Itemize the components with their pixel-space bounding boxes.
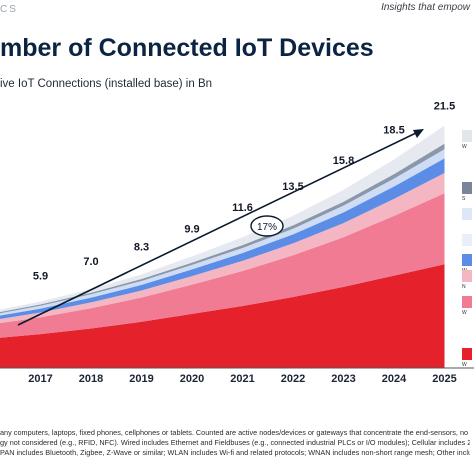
area-series-2 bbox=[0, 193, 445, 338]
company-logo-text: CS bbox=[0, 4, 18, 15]
cagr-arrow: 17% bbox=[17, 129, 424, 326]
total-value-label: 9.9 bbox=[184, 223, 199, 235]
cagr-arrowhead bbox=[413, 129, 424, 138]
legend-swatch bbox=[462, 270, 472, 282]
legend-label: W bbox=[462, 310, 467, 316]
footnote-line-3: PAN includes Bluetooth, Zigbee, Z-Wave o… bbox=[0, 448, 470, 458]
cagr-label: 17% bbox=[257, 222, 277, 233]
total-value-label: 15.8 bbox=[333, 155, 354, 167]
total-value-label: 5.9 bbox=[33, 270, 48, 282]
x-tick-label: 2018 bbox=[79, 373, 103, 385]
total-value-label: 7.0 bbox=[83, 256, 98, 268]
footnote-line-2: gy not considered (e.g., RFID, NFC). Wir… bbox=[0, 438, 470, 448]
page-title: mber of Connected IoT Devices bbox=[0, 34, 374, 62]
area-series-group bbox=[0, 125, 445, 368]
x-tick-label: 2025 bbox=[432, 373, 456, 385]
legend-label: W bbox=[462, 144, 467, 150]
tagline: Insights that empow bbox=[381, 2, 470, 13]
x-tick-label: 2023 bbox=[331, 373, 355, 385]
total-value-label: 11.6 bbox=[232, 202, 253, 214]
legend-label: N bbox=[462, 284, 466, 290]
cagr-badge bbox=[250, 215, 284, 237]
legend-swatch bbox=[462, 130, 472, 142]
x-tick-label: 2021 bbox=[230, 373, 254, 385]
footnote: any computers, laptops, fixed phones, ce… bbox=[0, 428, 470, 459]
legend-swatch bbox=[462, 254, 472, 266]
area-series-1 bbox=[0, 264, 445, 368]
legend-swatch bbox=[462, 348, 472, 360]
x-tick-label: 2020 bbox=[180, 373, 204, 385]
total-value-label: 18.5 bbox=[383, 124, 404, 136]
x-tick-label: 2022 bbox=[281, 373, 305, 385]
chart-subtitle: ive IoT Connections (installed base) in … bbox=[0, 78, 213, 90]
total-value-label: 21.5 bbox=[434, 101, 455, 113]
x-tick-label: 2024 bbox=[382, 373, 407, 385]
x-axis: 2017 2018 2019 2020 2021 2022 2023 2024 2025 bbox=[0, 367, 474, 385]
total-value-label: 13.5 bbox=[282, 181, 303, 193]
x-tick-label: 2017 bbox=[28, 373, 52, 385]
cagr-arrow-line bbox=[17, 131, 419, 326]
total-value-labels: 5.9 7.0 8.3 9.9 11.6 13.5 15.8 18.5 21.5 bbox=[33, 101, 455, 283]
x-tick-label: 2019 bbox=[129, 373, 153, 385]
legend-swatch bbox=[462, 208, 472, 220]
total-value-label: 8.3 bbox=[134, 241, 149, 253]
legend-label: S bbox=[462, 196, 466, 202]
legend-label: W bbox=[462, 362, 467, 368]
legend-swatch bbox=[462, 234, 472, 246]
footnote-line-1: any computers, laptops, fixed phones, ce… bbox=[0, 428, 469, 437]
legend-swatch bbox=[462, 296, 472, 308]
legend-swatch bbox=[462, 182, 472, 194]
